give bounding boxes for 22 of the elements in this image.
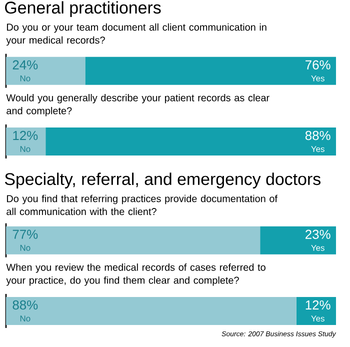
series-label: No bbox=[20, 75, 30, 82]
data-label: 24% bbox=[12, 60, 38, 70]
chart-title: General practitioners bbox=[5, 1, 161, 17]
series-label: Yes bbox=[311, 316, 324, 322]
data-label: 12% bbox=[13, 130, 38, 140]
series-label: No bbox=[20, 316, 30, 322]
series-label: No bbox=[20, 244, 30, 251]
series-label: Yes bbox=[311, 244, 324, 251]
chart-subtitle: Do you find that referring practices provide documentation of all communication with the client? bbox=[6, 194, 278, 216]
data-label: 76% bbox=[306, 60, 330, 70]
chart-subtitle: When you review the medical records of cases referred to your practice, do you find them clear and complete? bbox=[6, 264, 266, 286]
chart-title: Specialty, referral, and emergency doctors bbox=[4, 172, 320, 188]
series-label: Yes bbox=[311, 146, 324, 152]
series-label: No bbox=[20, 146, 30, 152]
data-label: 77% bbox=[12, 230, 38, 239]
data-label: 88% bbox=[305, 130, 330, 140]
series-label: Yes bbox=[311, 75, 324, 82]
data-label: 23% bbox=[306, 230, 330, 239]
data-label: 12% bbox=[306, 300, 330, 310]
data-label: 88% bbox=[12, 300, 38, 310]
chart-subtitle: Would you generally describe your patient records as clear and complete? bbox=[6, 94, 270, 116]
chart-subtitle: Do you or your team document all client communication in your medical records? bbox=[6, 23, 266, 46]
